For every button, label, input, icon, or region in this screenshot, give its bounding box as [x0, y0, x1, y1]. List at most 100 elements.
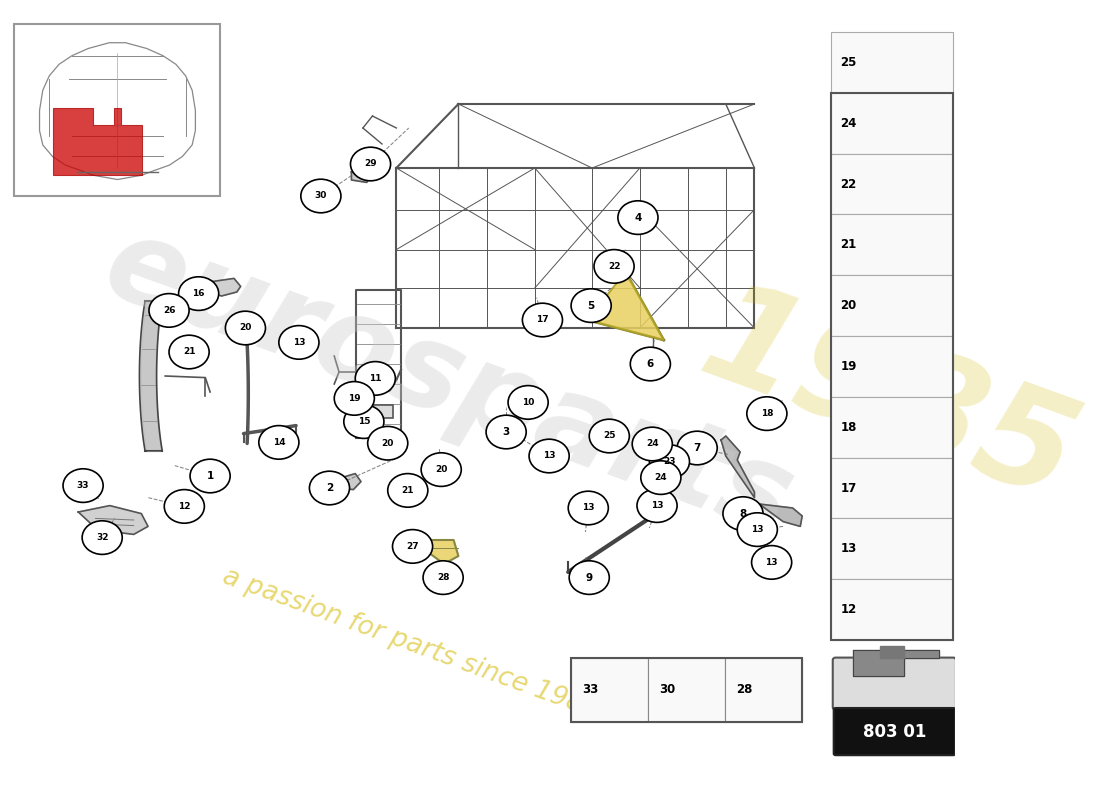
Circle shape: [393, 530, 432, 563]
FancyBboxPatch shape: [830, 458, 953, 518]
FancyBboxPatch shape: [830, 214, 953, 275]
Circle shape: [355, 362, 395, 395]
Circle shape: [424, 561, 463, 594]
Text: 7: 7: [693, 443, 701, 453]
Text: 26: 26: [163, 306, 175, 315]
FancyBboxPatch shape: [725, 658, 802, 722]
Circle shape: [82, 521, 122, 554]
Polygon shape: [351, 166, 373, 182]
Text: 13: 13: [751, 525, 763, 534]
Text: 17: 17: [536, 315, 549, 325]
Circle shape: [169, 335, 209, 369]
Text: 21: 21: [183, 347, 196, 357]
Text: 29: 29: [364, 159, 377, 169]
Text: 2: 2: [326, 483, 333, 493]
Text: 33: 33: [77, 481, 89, 490]
Circle shape: [148, 294, 189, 327]
Circle shape: [344, 405, 384, 438]
FancyBboxPatch shape: [830, 275, 953, 336]
Circle shape: [367, 426, 408, 460]
Text: 1: 1: [207, 471, 213, 481]
Text: 25: 25: [840, 56, 857, 69]
Polygon shape: [412, 540, 459, 564]
Text: 20: 20: [434, 465, 448, 474]
FancyBboxPatch shape: [830, 32, 953, 93]
Text: 28: 28: [437, 573, 450, 582]
Text: 4: 4: [635, 213, 641, 222]
FancyBboxPatch shape: [373, 405, 394, 418]
Text: 11: 11: [370, 374, 382, 383]
Circle shape: [279, 326, 319, 359]
Text: 12: 12: [178, 502, 190, 511]
Circle shape: [590, 419, 629, 453]
Text: 1985: 1985: [683, 270, 1092, 530]
Text: 3: 3: [503, 427, 509, 437]
Circle shape: [641, 461, 681, 494]
Text: 20: 20: [382, 438, 394, 448]
Text: 32: 32: [96, 533, 109, 542]
FancyBboxPatch shape: [834, 708, 955, 755]
Polygon shape: [759, 504, 802, 526]
Text: 20: 20: [239, 323, 252, 333]
Text: 15: 15: [358, 417, 370, 426]
Text: 10: 10: [521, 398, 535, 407]
Text: 25: 25: [603, 431, 616, 441]
Circle shape: [300, 179, 341, 213]
Text: 22: 22: [840, 178, 857, 190]
Text: 9: 9: [585, 573, 593, 582]
Circle shape: [178, 277, 219, 310]
Circle shape: [226, 311, 265, 345]
Polygon shape: [852, 650, 938, 676]
Polygon shape: [174, 302, 187, 314]
Text: 16: 16: [192, 289, 205, 298]
Circle shape: [737, 513, 778, 546]
FancyBboxPatch shape: [830, 518, 953, 579]
Text: 13: 13: [293, 338, 305, 347]
Circle shape: [594, 250, 634, 283]
Text: 24: 24: [840, 117, 857, 130]
Text: 13: 13: [840, 542, 857, 555]
Text: 18: 18: [760, 409, 773, 418]
Circle shape: [258, 426, 299, 459]
Text: 30: 30: [315, 191, 327, 201]
Text: eurosparts: eurosparts: [90, 206, 809, 562]
FancyBboxPatch shape: [830, 579, 953, 640]
Circle shape: [351, 147, 390, 181]
Circle shape: [618, 201, 658, 234]
Circle shape: [508, 386, 548, 419]
FancyBboxPatch shape: [830, 336, 953, 397]
Text: 22: 22: [608, 262, 620, 271]
FancyBboxPatch shape: [14, 24, 220, 196]
Text: a passion for parts since 1985: a passion for parts since 1985: [219, 564, 603, 724]
Polygon shape: [339, 474, 361, 490]
FancyBboxPatch shape: [571, 658, 648, 722]
Text: 23: 23: [663, 457, 675, 466]
Circle shape: [334, 382, 374, 415]
Text: 24: 24: [654, 473, 668, 482]
Text: 8: 8: [739, 509, 747, 518]
Polygon shape: [720, 436, 755, 498]
Text: 14: 14: [273, 438, 285, 447]
Circle shape: [569, 561, 609, 594]
Circle shape: [164, 490, 205, 523]
Circle shape: [747, 397, 786, 430]
Polygon shape: [208, 278, 241, 296]
Text: 17: 17: [840, 482, 857, 494]
Circle shape: [569, 491, 608, 525]
Text: 20: 20: [840, 299, 857, 312]
Circle shape: [678, 431, 717, 465]
Text: 803 01: 803 01: [862, 723, 926, 741]
Circle shape: [387, 474, 428, 507]
Text: 6: 6: [647, 359, 654, 369]
Text: 13: 13: [651, 501, 663, 510]
Polygon shape: [53, 107, 142, 175]
Polygon shape: [648, 350, 667, 368]
Text: 24: 24: [646, 439, 659, 449]
Circle shape: [630, 347, 670, 381]
Circle shape: [190, 459, 230, 493]
Text: 19: 19: [840, 360, 857, 373]
Circle shape: [421, 453, 461, 486]
Polygon shape: [78, 506, 148, 534]
Text: 30: 30: [660, 683, 675, 696]
FancyBboxPatch shape: [830, 154, 953, 214]
